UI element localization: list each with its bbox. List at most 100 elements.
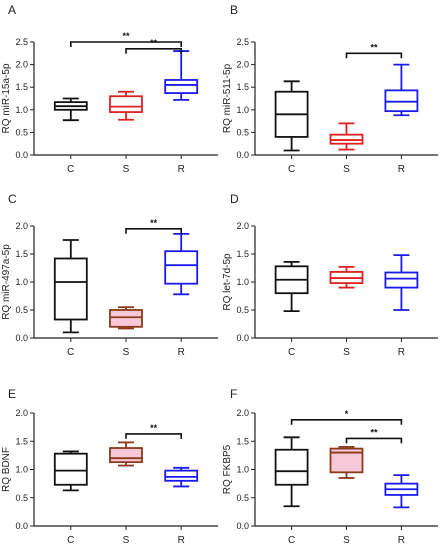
y-tick-label: 0.0 bbox=[15, 521, 28, 531]
x-category-label: R bbox=[398, 535, 405, 546]
panel-letter: B bbox=[230, 3, 238, 17]
significance-label: * bbox=[345, 409, 349, 419]
panel-letter: D bbox=[230, 192, 239, 206]
x-category-label: S bbox=[343, 535, 350, 546]
panel-b: B RQ miR-511-5p 0.0 0.5 1.0 1.5 2.0 2.5 C S R ** bbox=[222, 3, 438, 175]
box-iqr bbox=[164, 250, 199, 285]
y-tick-label: 1.5 bbox=[236, 82, 249, 92]
significance-line bbox=[125, 228, 182, 234]
x-category-label: C bbox=[67, 535, 74, 546]
significance-bracket: ** bbox=[125, 38, 182, 54]
y-tick-label: 0.5 bbox=[236, 127, 249, 137]
significance-line bbox=[290, 418, 403, 425]
x-category-label: C bbox=[288, 535, 295, 546]
y-tick-label: 1.5 bbox=[15, 82, 28, 92]
box-r bbox=[384, 63, 419, 117]
box-c bbox=[274, 80, 309, 152]
significance-label: ** bbox=[150, 218, 158, 228]
significance-label: ** bbox=[370, 42, 378, 52]
box-iqr bbox=[164, 469, 199, 482]
y-tick-label: 1.5 bbox=[15, 249, 28, 259]
box-iqr bbox=[164, 79, 199, 94]
box-r bbox=[384, 254, 419, 311]
significance-bracket: ** bbox=[125, 218, 182, 234]
box-r bbox=[164, 232, 199, 296]
y-axis-label: RQ FKBP5 bbox=[222, 444, 233, 494]
box-r bbox=[164, 50, 199, 101]
box-s bbox=[329, 445, 364, 479]
box-iqr bbox=[329, 133, 364, 145]
y-tick-label: 0.5 bbox=[15, 127, 28, 137]
x-category-label: C bbox=[288, 164, 295, 175]
x-category-label: C bbox=[67, 164, 74, 175]
y-tick-label: 0.5 bbox=[236, 493, 249, 503]
panel-d: D RQ let-7d-5p 0.0 0.5 1.0 1.5 2.0 C S R bbox=[222, 192, 438, 358]
x-category-label: R bbox=[398, 164, 405, 175]
y-tick-label: 2.0 bbox=[236, 221, 249, 231]
box-iqr bbox=[53, 257, 88, 321]
significance-line bbox=[125, 433, 182, 439]
significance-label: ** bbox=[150, 423, 158, 433]
panel-letter: E bbox=[8, 387, 16, 401]
x-category-label: S bbox=[123, 347, 130, 358]
y-tick-label: 1.5 bbox=[236, 249, 249, 259]
x-category-label: S bbox=[123, 164, 130, 175]
y-tick-label: 2.0 bbox=[15, 408, 28, 418]
box-iqr bbox=[109, 447, 143, 464]
box-r bbox=[384, 474, 419, 509]
significance-line bbox=[345, 437, 403, 444]
y-tick-label: 0.0 bbox=[15, 333, 28, 343]
x-category-label: R bbox=[398, 347, 405, 358]
x-category-label: R bbox=[178, 164, 185, 175]
significance-bracket: ** bbox=[345, 427, 403, 444]
y-tick-label: 0.5 bbox=[15, 305, 28, 315]
box-s bbox=[109, 306, 143, 330]
y-axis-label: RQ let-7d-5p bbox=[222, 253, 233, 311]
panel-letter: C bbox=[8, 192, 17, 206]
significance-line bbox=[345, 52, 403, 59]
x-category-label: R bbox=[178, 347, 185, 358]
significance-line bbox=[125, 47, 182, 54]
panel-c: C RQ miR-497a-5p 0.0 0.5 1.0 1.5 2.0 C S R ** bbox=[1, 192, 218, 358]
x-category-label: C bbox=[288, 347, 295, 358]
significance-line bbox=[70, 41, 182, 47]
y-tick-label: 1.0 bbox=[15, 277, 28, 287]
box-s bbox=[329, 122, 364, 151]
box-iqr bbox=[274, 448, 309, 486]
box-iqr bbox=[53, 452, 88, 486]
y-axis-label: RQ miR-497a-5p bbox=[1, 244, 12, 320]
box-s bbox=[109, 90, 143, 121]
box-iqr bbox=[384, 271, 419, 289]
y-tick-label: 2.0 bbox=[15, 221, 28, 231]
y-tick-label: 1.0 bbox=[15, 465, 28, 475]
panel-e: E RQ BDNF 0.0 0.5 1.0 1.5 2.0 C S R ** bbox=[1, 387, 218, 546]
box-iqr bbox=[384, 89, 419, 113]
y-tick-label: 0.0 bbox=[236, 333, 249, 343]
box-iqr bbox=[109, 309, 143, 328]
panel-a: A RQ miR-15a-5p 0.0 0.5 1.0 1.5 2.0 2.5 C S R ** ** bbox=[1, 3, 218, 175]
y-tick-label: 2.5 bbox=[236, 37, 249, 47]
box-s bbox=[329, 265, 364, 289]
box-c bbox=[53, 450, 88, 492]
y-tick-label: 0.5 bbox=[236, 305, 249, 315]
y-tick-label: 0.0 bbox=[236, 150, 249, 160]
box-c bbox=[53, 97, 88, 122]
significance-bracket: ** bbox=[345, 42, 403, 59]
x-category-label: S bbox=[343, 347, 350, 358]
y-tick-label: 1.0 bbox=[236, 277, 249, 287]
y-tick-label: 2.0 bbox=[15, 60, 28, 70]
panel-letter: F bbox=[230, 387, 237, 401]
box-c bbox=[274, 260, 309, 313]
y-tick-label: 1.0 bbox=[236, 465, 249, 475]
significance-bracket: ** bbox=[125, 423, 182, 439]
x-category-label: C bbox=[67, 347, 74, 358]
panel-letter: A bbox=[8, 3, 16, 17]
significance-label: ** bbox=[150, 38, 158, 48]
x-category-label: S bbox=[123, 535, 130, 546]
y-axis-label: RQ miR-511-5p bbox=[222, 63, 233, 133]
y-tick-label: 0.5 bbox=[15, 493, 28, 503]
significance-bracket: ** bbox=[70, 31, 182, 47]
y-tick-label: 1.5 bbox=[15, 436, 28, 446]
